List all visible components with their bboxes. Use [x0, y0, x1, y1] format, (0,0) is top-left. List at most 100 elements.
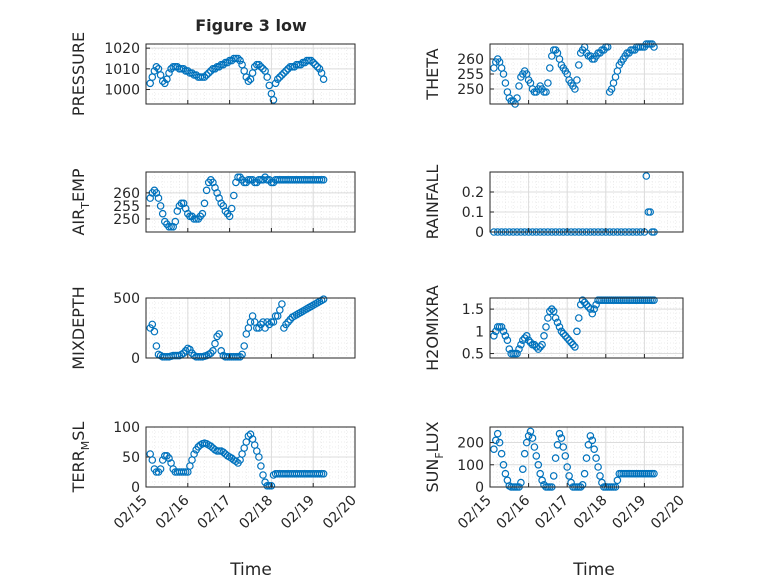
- data-point: [582, 300, 591, 309]
- data-point: [526, 427, 535, 436]
- y-tick-label: 100: [457, 458, 484, 474]
- data-point: [282, 67, 290, 75]
- data-point: [234, 352, 242, 361]
- data-point: [275, 73, 284, 81]
- data-point: [544, 79, 552, 87]
- data-point: [161, 79, 169, 88]
- data-point: [305, 56, 313, 65]
- data-point: [555, 323, 564, 331]
- y-axis-label-main: MIXDEPTH: [69, 286, 88, 369]
- axes-box: [489, 426, 684, 488]
- data-point: [549, 307, 558, 316]
- data-point: [561, 331, 570, 340]
- data-point: [536, 469, 545, 478]
- y-axis-label: SUNFLUX: [423, 421, 446, 492]
- data-point: [592, 300, 600, 309]
- data-point: [259, 471, 267, 479]
- data-point: [311, 60, 320, 69]
- subplot-pressure: 1000 1010 1020 PRESSURE: [69, 32, 356, 116]
- y-tick-label: 1.5: [462, 302, 484, 318]
- data-point: [252, 60, 261, 69]
- data-point: [246, 430, 255, 439]
- data-point: [538, 476, 546, 485]
- y-tick-label: 1000: [104, 83, 140, 99]
- data-point: [215, 63, 223, 71]
- data-point: [282, 320, 290, 329]
- data-point: [650, 296, 658, 305]
- data-point: [557, 434, 566, 442]
- y-tick-label: 50: [122, 450, 140, 466]
- data-point: [200, 73, 209, 81]
- data-point: [236, 56, 244, 65]
- data-point: [150, 327, 159, 336]
- y-tick-label: 255: [113, 199, 140, 215]
- data-point: [278, 300, 286, 308]
- data-point: [242, 73, 251, 81]
- data-point: [188, 69, 196, 77]
- data-point: [497, 449, 506, 458]
- y-axis-label-main: PRESSURE: [69, 32, 88, 116]
- y-axis-label-subscript: T: [79, 202, 92, 210]
- y-axis-label-main: H2OMIXRA: [423, 285, 442, 371]
- y-axis-label-main: AIR: [69, 209, 88, 236]
- data-point: [501, 79, 510, 87]
- data-point: [263, 481, 272, 490]
- data-point: [574, 314, 583, 322]
- y-tick-label: 200: [457, 436, 484, 452]
- data-point: [499, 460, 508, 469]
- data-point: [148, 456, 157, 464]
- data-point: [211, 65, 219, 73]
- data-point: [215, 447, 223, 455]
- data-point: [267, 481, 276, 490]
- data-point: [190, 215, 198, 223]
- data-point: [551, 314, 560, 322]
- data-point: [177, 199, 186, 208]
- data-point: [152, 63, 161, 71]
- y-tick-label: 250: [457, 82, 484, 98]
- data-point: [280, 69, 288, 77]
- data-point: [213, 332, 221, 341]
- data-point: [586, 432, 595, 440]
- data-point: [538, 340, 546, 349]
- y-tick-label: 0: [475, 225, 484, 241]
- data-point: [582, 454, 591, 462]
- data-point: [522, 438, 531, 447]
- data-point: [227, 204, 236, 213]
- data-point: [198, 73, 207, 81]
- data-point: [184, 67, 192, 75]
- data-point: [158, 209, 167, 218]
- data-point: [542, 88, 550, 96]
- x-axis-label-left: Time: [229, 560, 272, 580]
- y-tick-label: 250: [113, 212, 140, 228]
- data-point: [255, 60, 263, 69]
- data-point: [236, 352, 244, 361]
- data-point: [490, 331, 498, 340]
- axes-box: [145, 43, 356, 105]
- data-point: [584, 440, 593, 449]
- data-point: [215, 330, 223, 338]
- y-tick-label: 0: [131, 480, 140, 496]
- data-point: [263, 73, 272, 81]
- data-point: [271, 79, 280, 88]
- data-point: [499, 327, 508, 336]
- data-point: [547, 305, 556, 313]
- data-point: [278, 71, 286, 79]
- data-point: [257, 462, 265, 470]
- data-point: [515, 345, 523, 353]
- data-point: [526, 338, 535, 347]
- data-point: [165, 69, 173, 77]
- subplot-mixdepth: 0 500 MIXDEPTH: [69, 286, 356, 370]
- data-point: [296, 60, 305, 69]
- data-point: [513, 349, 521, 358]
- data-point: [255, 453, 263, 461]
- data-point: [495, 438, 504, 447]
- data-point: [501, 469, 510, 478]
- data-point: [542, 323, 550, 331]
- data-point: [319, 295, 328, 304]
- data-point: [518, 336, 527, 345]
- data-point: [148, 320, 157, 329]
- data-point: [503, 336, 512, 345]
- data-point: [574, 61, 583, 69]
